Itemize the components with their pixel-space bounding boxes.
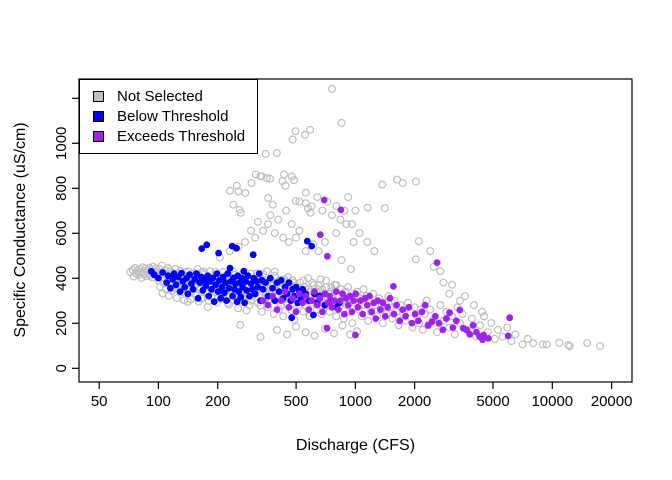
x-tick-label: 100 [146,393,171,410]
y-tick-label: 600 [53,221,70,246]
x-tick-label: 2000 [398,393,431,410]
legend-label: Below Threshold [117,108,229,125]
x-axis-title: Discharge (CFS) [295,437,416,454]
points-layer [126,84,605,351]
series-exceeds-threshold [259,196,514,344]
x-tick-label: 5000 [476,393,509,410]
plot-box [78,78,633,383]
legend: Not Selected Below Threshold Exceeds Thr… [79,79,258,154]
legend-swatch-below-threshold [93,111,104,122]
legend-label: Exceeds Threshold [117,128,246,145]
x-tick-label: 20000 [591,393,633,410]
y-tick-label: 400 [53,266,70,291]
x-axis: 50 100 200 500 1000 2000 5000 10000 20000 [91,382,633,410]
y-tick-label: 200 [53,311,70,336]
x-tick-label: 500 [284,393,309,410]
y-axis-title: Specific Conductance (uS/cm) [12,122,29,338]
legend-item-exceeds-threshold: Exceeds Threshold [80,127,257,147]
legend-item-below-threshold: Below Threshold [80,107,257,127]
x-tick-label: 10000 [531,393,573,410]
y-axis: 0 200 400 600 800 1000 [53,97,79,372]
x-tick-label: 50 [91,393,108,410]
y-tick-label: 1000 [53,127,70,160]
x-tick-label: 200 [205,393,230,410]
series-below-threshold [147,237,343,322]
legend-item-not-selected: Not Selected [80,87,257,107]
y-tick-label: 0 [53,364,70,372]
x-tick-label: 1000 [339,393,372,410]
legend-label: Not Selected [117,88,203,105]
legend-swatch-not-selected [93,91,104,102]
y-tick-label: 800 [53,176,70,201]
legend-swatch-exceeds-threshold [93,131,104,142]
